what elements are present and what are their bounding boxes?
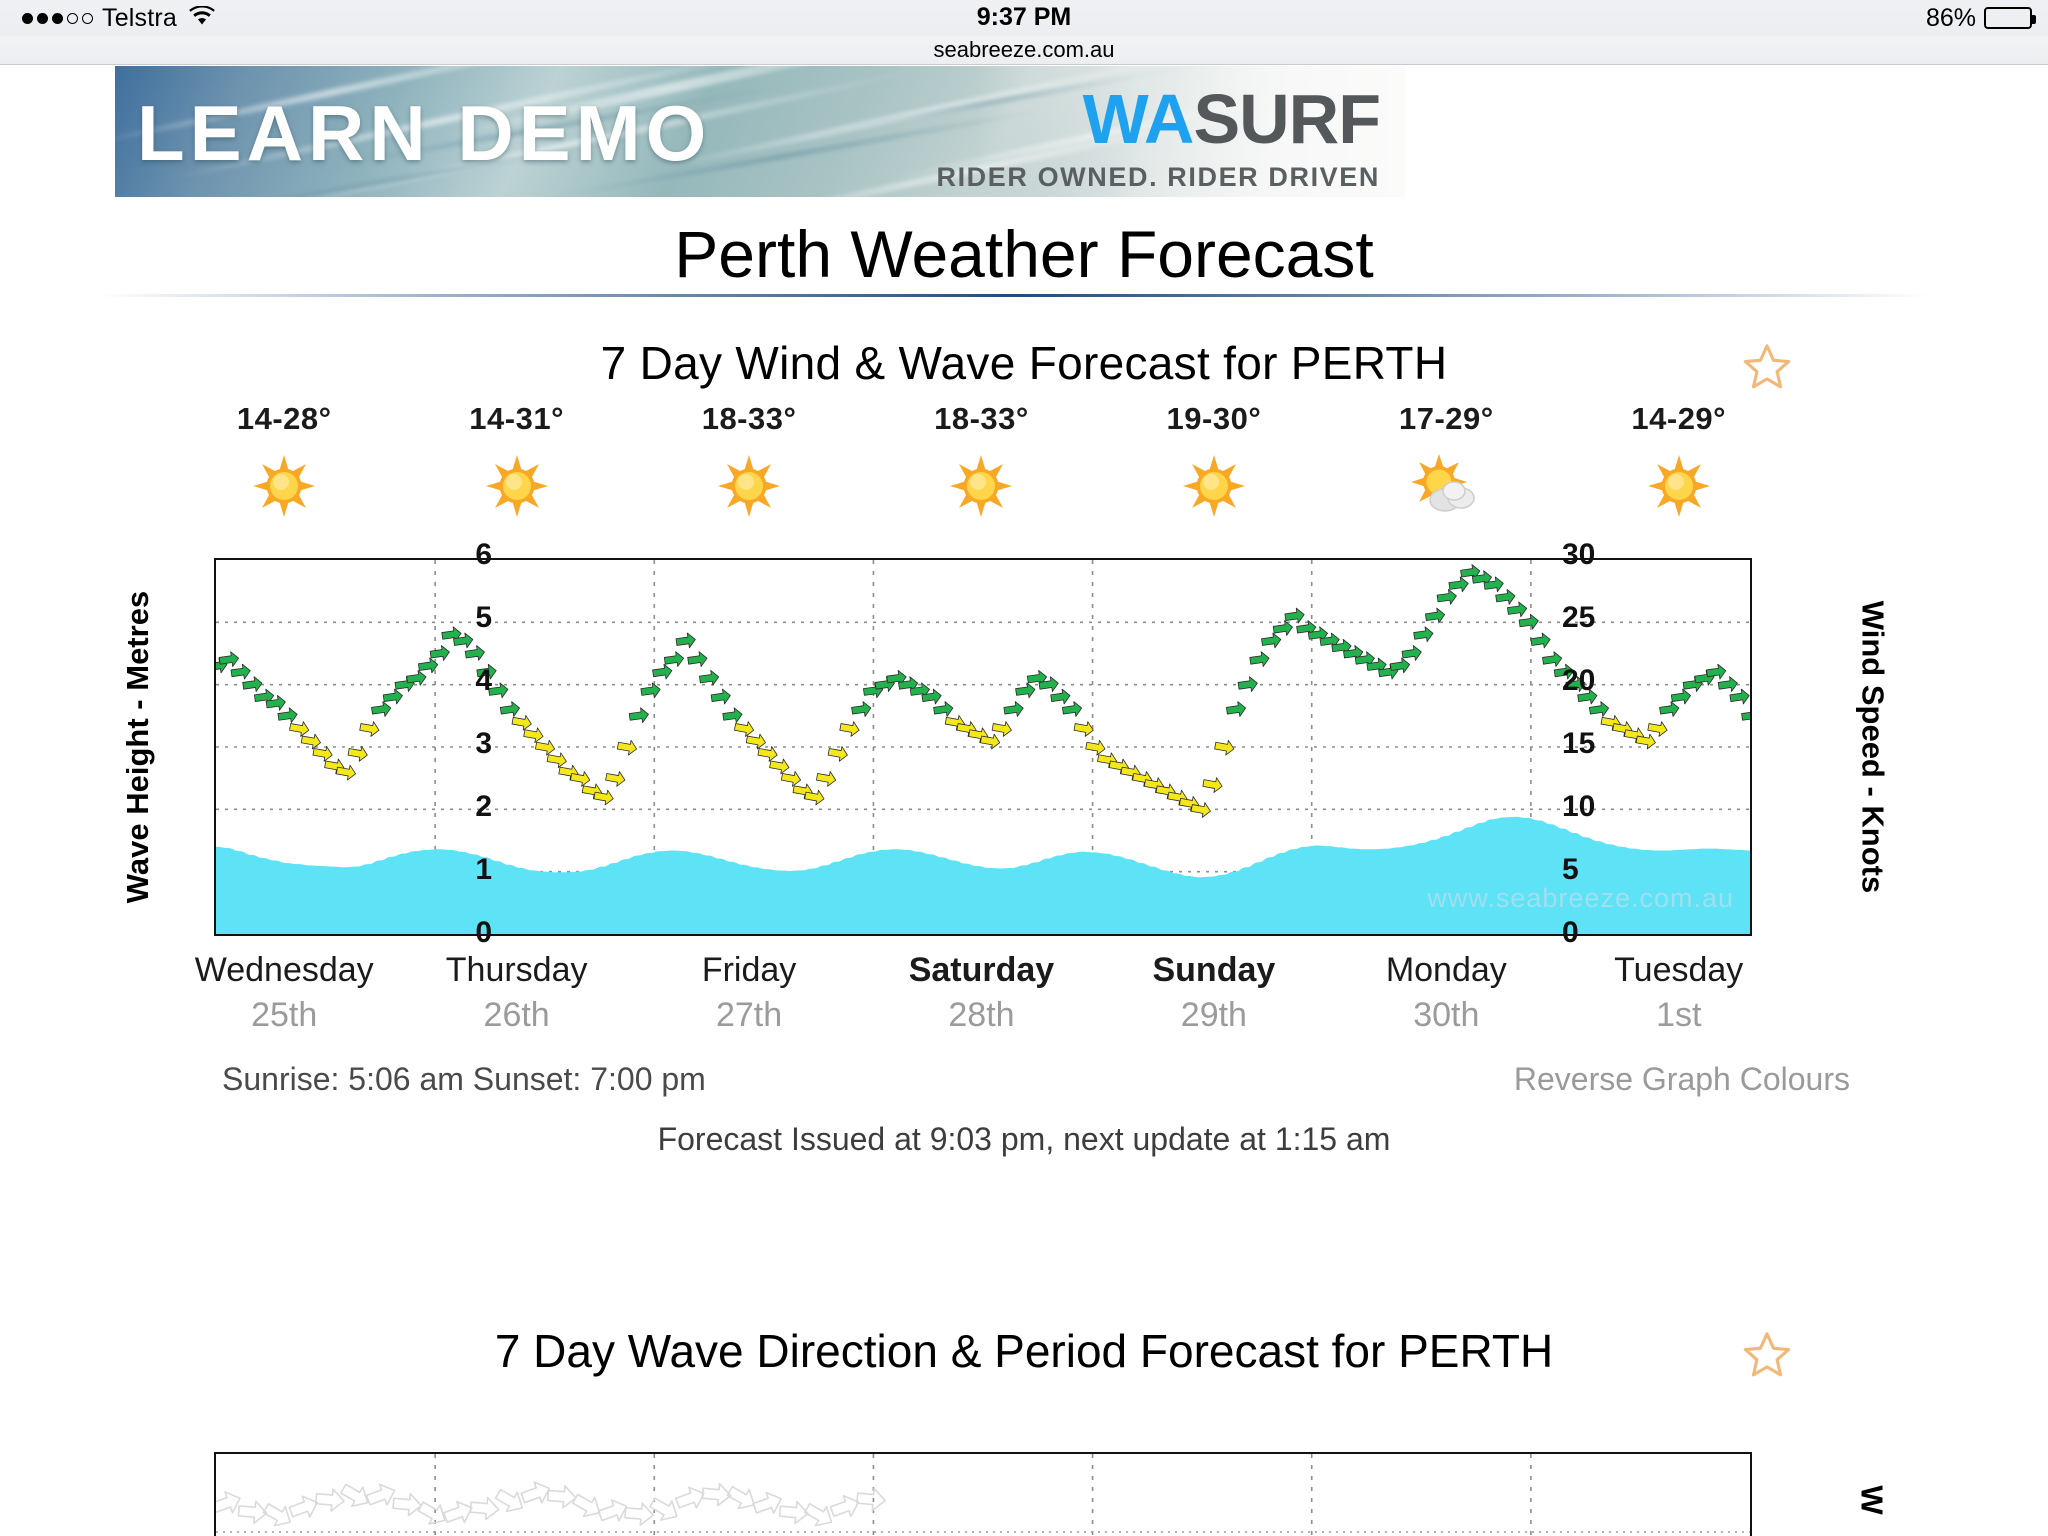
y-right-tick-5: 5 [1562,853,1579,886]
wasurf-surf-text: SURF [1193,80,1381,158]
day-name: Wednesday [194,951,374,989]
url-text[interactable]: seabreeze.com.au [933,37,1115,62]
battery-indicator: 86% [1925,0,2036,36]
carrier-group: Telstra [22,0,215,36]
day-date: 25th [251,996,318,1034]
chart2-y-axis-right-label-text: W [1854,1485,1890,1515]
chart1-title: 7 Day Wind & Wave Forecast for PERTH [600,337,1448,389]
y-right-tick-20: 20 [1562,664,1596,697]
day-date: 28th [948,996,1015,1034]
y-left-tick-0: 0 [475,916,492,949]
y-right-tick-30: 30 [1562,538,1596,571]
ios-status-bar: Telstra 9:37 PM 86% [0,0,2048,36]
web-page-content: LEARN DEMO WASURF RIDER OWNED. RIDER DRI… [0,66,2048,1536]
y-left-tick-5: 5 [475,601,492,634]
day-headers-row: 14-28° 14-31° 18-33° 18-33° 19-30° 17-29° 14-… [168,401,1795,541]
wasurf-tagline: RIDER OWNED. RIDER DRIVEN [936,162,1380,192]
y-left-tick-1: 1 [475,853,492,886]
reverse-graph-colours-link[interactable]: Reverse Graph Colours [1513,1061,1850,1097]
carrier-name: Telstra [102,3,178,32]
day-name: Tuesday [1614,951,1744,989]
wind-wave-forecast-chart: 7 Day Wind & Wave Forecast for PERTH 14-… [0,326,2048,1326]
y-left-tick-6: 6 [475,538,492,571]
wave-direction-forecast-chart: 7 Day Wave Direction & Period Forecast f… [0,1324,2048,1536]
day-temp-range: 14-28° [236,401,332,436]
chart2-y-axis-right-label: W [1852,1464,1892,1536]
battery-icon [1984,7,2036,29]
day-name: Sunday [1152,951,1276,989]
y-right-tick-10: 10 [1562,790,1596,823]
signal-strength-icon [22,12,93,24]
chart-watermark: www.seabreeze.com.au [1427,883,1734,913]
sun-icon [865,453,1097,519]
day-temp-range: 19-30° [1166,401,1262,436]
x-axis-day-saturday: Saturday 28th [865,951,1097,1035]
day-temp-range: 14-29° [1631,401,1727,436]
day-temp-range: 18-33° [934,401,1029,436]
chart2-title: 7 Day Wave Direction & Period Forecast f… [494,1325,1554,1377]
forecast-issued-text: Forecast Issued at 9:03 pm, next update … [657,1121,1391,1157]
x-axis-day-monday: Monday 30th [1330,951,1562,1035]
sun-icon [1563,453,1795,519]
page-title: Perth Weather Forecast [674,217,1374,291]
day-header-monday: 17-29° [1330,401,1562,541]
day-header-friday: 18-33° [633,401,865,541]
x-axis-day-tuesday: Tuesday 1st [1563,951,1795,1035]
title-divider [98,294,1930,297]
day-name: Saturday [908,951,1055,989]
sun-cloud-icon [1330,453,1562,519]
y-right-tick-25: 25 [1562,601,1596,634]
y-left-tick-4: 4 [475,664,492,697]
day-date: 29th [1180,996,1247,1034]
star-outline-icon[interactable] [1740,1328,1794,1382]
x-axis-day-thursday: Thursday 26th [400,951,632,1035]
ad-headline: LEARN DEMO [137,89,712,177]
day-name: Monday [1385,951,1507,989]
star-outline-icon[interactable] [1740,340,1794,394]
wasurf-logo[interactable]: WASURF RIDER OWNED. RIDER DRIVEN [936,84,1381,193]
sun-icon [400,453,632,519]
battery-percent-label: 86% [1925,3,1976,32]
y-axis-right-label-text: Wind Speed - Knots [1855,600,1890,894]
day-date: 30th [1413,996,1480,1034]
day-date: 26th [483,996,550,1034]
day-date: 27th [715,996,783,1034]
wasurf-wordmark: WASURF [936,84,1381,154]
day-temp-range: 18-33° [701,401,797,436]
x-axis-day-friday: Friday 27th [633,951,865,1035]
wasurf-wa-text: WA [1082,80,1195,158]
day-header-wednesday: 14-28° [168,401,400,541]
y-left-tick-2: 2 [475,790,492,823]
day-header-saturday: 18-33° [865,401,1097,541]
status-bar-clock: 9:37 PM [976,3,1072,31]
chart2-svg [216,1454,1750,1536]
wifi-icon [189,4,215,33]
day-header-thursday: 14-31° [400,401,632,541]
x-axis-day-wednesday: Wednesday 25th [168,951,400,1035]
sun-icon [168,453,400,519]
x-axis-day-sunday: Sunday 29th [1098,951,1330,1035]
chart-plot-area: www.seabreeze.com.au [207,558,1762,936]
y-axis-left-label: Wave Height - Metres [118,558,158,936]
y-axis-right-label: Wind Speed - Knots [1852,558,1892,936]
day-temp-range: 14-31° [469,401,564,436]
y-right-tick-0: 0 [1562,916,1579,949]
day-date: 1st [1656,996,1702,1034]
sunrise-sunset-text: Sunrise: 5:06 am Sunset: 7:00 pm [222,1061,706,1097]
day-name: Thursday [445,951,588,989]
day-header-tuesday: 14-29° [1563,401,1795,541]
sun-icon [1098,453,1330,519]
chart-svg [207,560,1762,934]
day-name: Friday [701,951,797,989]
y-left-tick-3: 3 [475,727,492,760]
chart2-plot-area [214,1452,1752,1536]
day-temp-range: 17-29° [1398,401,1494,436]
y-axis-left-label-text: Wave Height - Metres [120,590,155,904]
browser-url-bar[interactable]: seabreeze.com.au [0,36,2048,65]
ad-banner-wasurf[interactable]: LEARN DEMO WASURF RIDER OWNED. RIDER DRI… [115,66,1405,197]
y-right-tick-15: 15 [1562,727,1596,760]
x-axis-day-labels: Wednesday 25th Thursday 26th Friday 27th Satur… [168,951,1795,1035]
day-header-sunday: 19-30° [1098,401,1330,541]
sun-icon [633,453,865,519]
